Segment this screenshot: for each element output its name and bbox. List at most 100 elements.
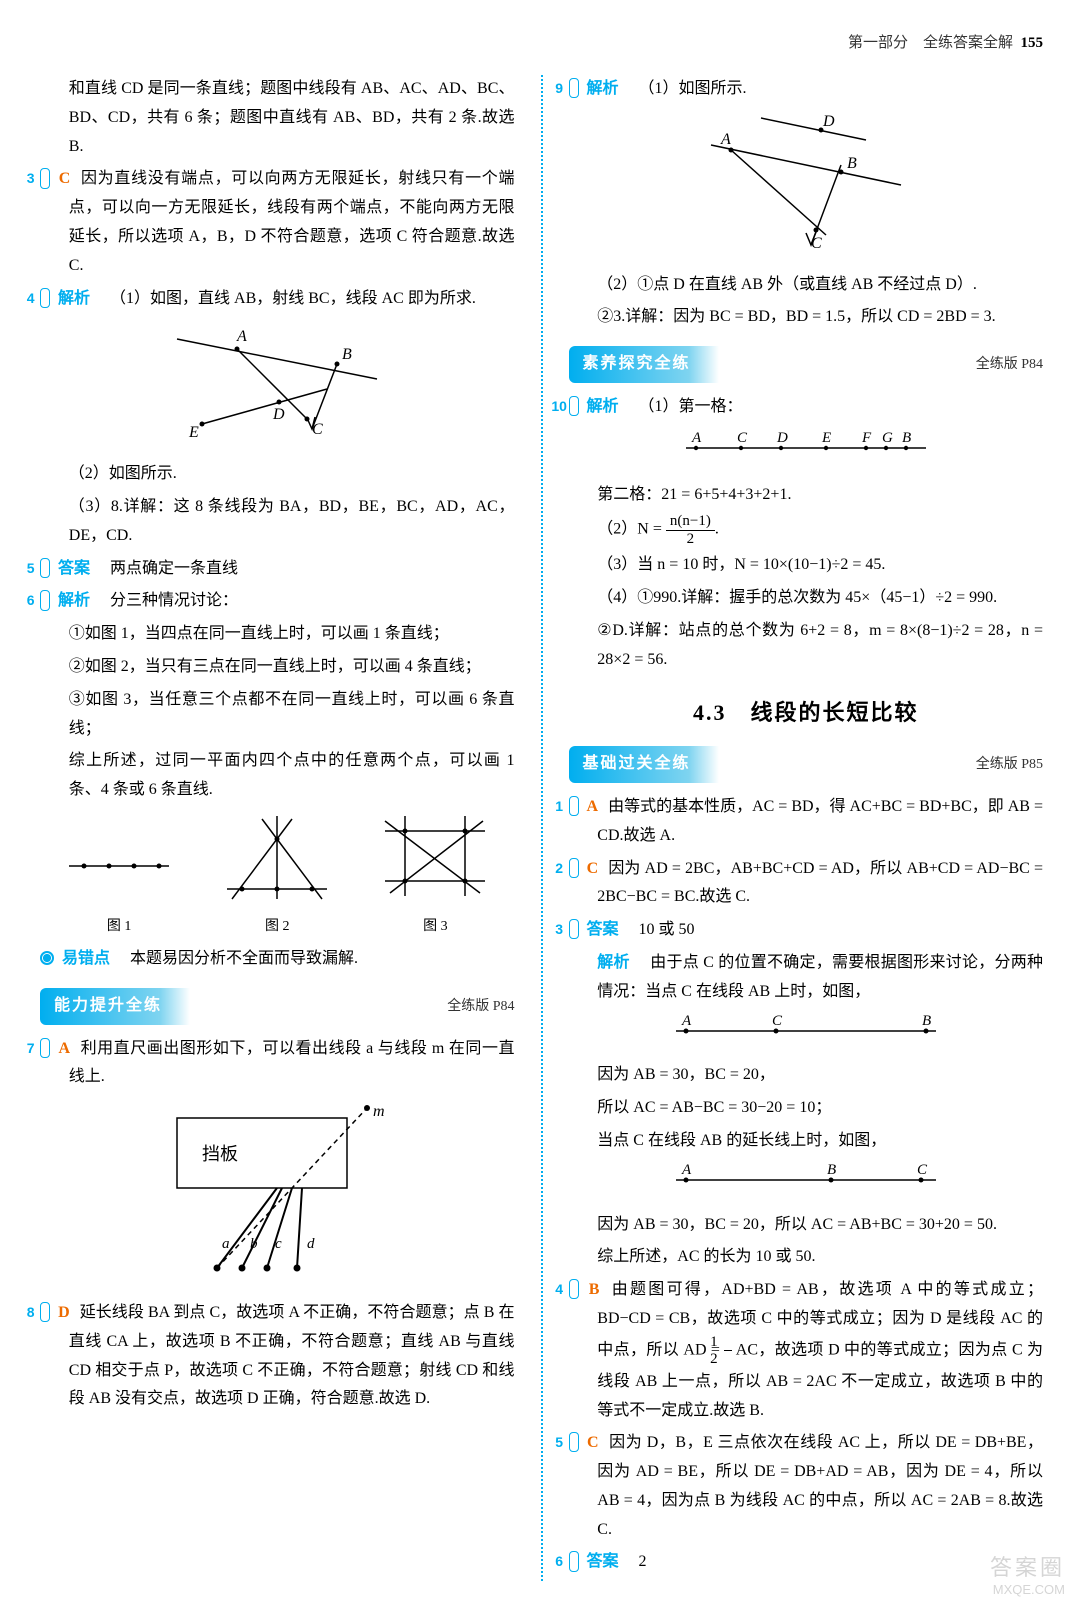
q1r-answer: A xyxy=(587,798,599,815)
q8-answer: D xyxy=(58,1304,70,1321)
svg-text:C: C xyxy=(811,235,822,250)
q4r-frac: 1 2 xyxy=(724,1334,732,1368)
q10-t2-lhs: （2）N = xyxy=(597,521,662,538)
q6-fig2: 图 2 xyxy=(217,811,337,939)
column-divider xyxy=(541,75,543,1581)
q3r-t1row: 解析 由于点 C 的位置不确定，需要根据图形来讨论，分两种情况：当点 C 在线段… xyxy=(569,949,1044,1007)
ability-banner-row: 能力提升全练 全练版 P84 xyxy=(40,988,515,1025)
q3r-ans: 10 或 50 xyxy=(639,921,695,938)
svg-text:b: b xyxy=(250,1236,258,1252)
svg-text:m: m xyxy=(373,1103,385,1120)
q10-t1: （1）第一格： xyxy=(639,398,743,415)
svg-text:E: E xyxy=(821,430,831,446)
q5r: 5 C 因为 D，B，E 三点依次在线段 AC 上，所以 DE = DB+BE，… xyxy=(569,1429,1044,1544)
q6-cap3: 图 3 xyxy=(375,914,495,939)
base-ref: 全练版 P85 xyxy=(976,752,1043,777)
ability-banner: 能力提升全练 xyxy=(40,988,190,1025)
opening-paragraph: 和直线 CD 是同一条直线；题图中线段有 AB、AC、AD、BC、BD、CD，共… xyxy=(40,75,515,161)
svg-text:A: A xyxy=(681,1162,692,1178)
q7: 7 A 利用直尺画出图形如下，可以看出线段 a 与线段 m 在同一直线上. xyxy=(40,1035,515,1093)
svg-text:挡板: 挡板 xyxy=(202,1144,238,1164)
q3-text: 因为直线没有端点，可以向两方无限延长，射线只有一个端点，可以向一方无限延长，线段… xyxy=(69,170,515,273)
q4r: 4 B 由题图可得，AD+BD = AB，故选项 A 中的等式成立；BD−CD … xyxy=(569,1276,1044,1425)
q4-figure: A B C D E xyxy=(40,319,515,450)
q4-label: 解析 xyxy=(58,290,90,307)
q4r-num: 4 xyxy=(569,1279,579,1299)
svg-text:A: A xyxy=(236,328,247,345)
suyang-ref: 全练版 P84 xyxy=(976,352,1043,377)
q3-num: 3 xyxy=(40,168,50,188)
q2r-answer: C xyxy=(587,860,599,877)
q10: 10 解析 （1）第一格： xyxy=(569,393,1044,422)
q10-t1b: 第二格：21 = 6+5+4+3+2+1. xyxy=(569,481,1044,510)
q6-head: 分三种情况讨论： xyxy=(110,592,238,609)
q7-text: 利用直尺画出图形如下，可以看出线段 a 与线段 m 在同一直线上. xyxy=(69,1040,515,1086)
q10-t2-frac: n(n−1) 2 xyxy=(666,513,715,547)
svg-text:A: A xyxy=(681,1013,692,1029)
ability-ref: 全练版 P84 xyxy=(447,994,514,1019)
q3r-t5: 因为 AB = 30，BC = 20，所以 AC = AB+BC = 30+20… xyxy=(569,1211,1044,1240)
q3-answer: C xyxy=(59,170,71,187)
q5r-num: 5 xyxy=(569,1432,579,1452)
q3r-t4: 当点 C 在线段 AB 的延长线上时，如图， xyxy=(569,1127,1044,1156)
q2r: 2 C 因为 AD = 2BC，AB+BC+CD = AD，所以 AB+CD =… xyxy=(569,855,1044,913)
q3r-label: 答案 xyxy=(587,921,619,938)
svg-text:D: D xyxy=(822,113,835,130)
q1r: 1 A 由等式的基本性质，AC = BD，得 AC+BC = BD+BC，即 A… xyxy=(569,793,1044,851)
q3r: 3 答案 10 或 50 xyxy=(569,916,1044,945)
error-icon xyxy=(40,951,54,965)
q10-t2: （2）N = n(n−1) 2 . xyxy=(569,513,1044,547)
q10-t3: （3）当 n = 10 时，N = 10×(10−1)÷2 = 45. xyxy=(569,551,1044,580)
svg-text:C: C xyxy=(772,1013,783,1029)
suyang-banner: 素养探究全练 xyxy=(569,346,719,383)
q5-label: 答案 xyxy=(58,560,90,577)
error-label: 易错点 xyxy=(62,950,110,967)
q9: 9 解析 （1）如图所示. xyxy=(569,75,1044,104)
svg-text:C: C xyxy=(737,430,748,446)
svg-text:D: D xyxy=(776,430,788,446)
q3r-t6: 综上所述，AC 的长为 10 或 50. xyxy=(569,1243,1044,1272)
q3r-t1: 由于点 C 的位置不确定，需要根据图形来讨论，分两种情况：当点 C 在线段 AB… xyxy=(597,954,1043,1000)
svg-text:B: B xyxy=(902,430,911,446)
q8-num: 8 xyxy=(40,1302,50,1322)
q5r-text: 因为 D，B，E 三点依次在线段 AC 上，所以 DE = DB+BE，因为 A… xyxy=(597,1434,1043,1537)
q2r-num: 2 xyxy=(569,858,579,878)
q9-label: 解析 xyxy=(587,80,619,97)
suyang-banner-row: 素养探究全练 全练版 P84 xyxy=(569,346,1044,383)
q9-t2b: ②3.详解：因为 BC = BD，BD = 1.5，所以 CD = 2BD = … xyxy=(569,303,1044,332)
svg-text:B: B xyxy=(847,155,857,172)
q10-t4a: （4）①990.详解：握手的总次数为 45×（45−1）÷2 = 990. xyxy=(569,584,1044,613)
q3r-seg1: A C B xyxy=(569,1013,1044,1052)
base-banner-row: 基础过关全练 全练版 P85 xyxy=(569,746,1044,783)
left-column: 和直线 CD 是同一条直线；题图中线段有 AB、AC、AD、BC、BD、CD，共… xyxy=(40,75,515,1581)
svg-text:B: B xyxy=(922,1013,931,1029)
q6: 6 解析 分三种情况讨论： xyxy=(40,587,515,616)
q6-l1: ①如图 1，当四点在同一直线上时，可以画 1 条直线； xyxy=(40,620,515,649)
svg-text:C: C xyxy=(917,1162,928,1178)
q6-l2: ②如图 2，当只有三点在同一直线上时，可以画 4 条直线； xyxy=(40,653,515,682)
svg-text:B: B xyxy=(342,346,352,363)
q7-answer: A xyxy=(59,1040,71,1057)
q6r-label: 答案 xyxy=(587,1553,619,1570)
q3r-seg2: A B C xyxy=(569,1162,1044,1201)
svg-text:F: F xyxy=(861,430,872,446)
q1r-num: 1 xyxy=(569,796,579,816)
q6-label: 解析 xyxy=(58,592,90,609)
q6-l4: 综上所述，过同一平面内四个点中的任意两个点，可以画 1 条、4 条或 6 条直线… xyxy=(40,747,515,805)
q6-l3: ③如图 3，当任意三个点都不在同一直线上时，可以画 6 条直线； xyxy=(40,686,515,744)
watermark: 答案圈 MXQE.COM xyxy=(990,1554,1065,1599)
svg-text:a: a xyxy=(222,1236,230,1252)
svg-text:d: d xyxy=(307,1236,315,1252)
q9-num: 9 xyxy=(569,78,579,98)
q10-numberline: A C D E F G B xyxy=(569,428,1044,471)
q7-num: 7 xyxy=(40,1038,50,1058)
watermark-line2: MXQE.COM xyxy=(990,1582,1065,1599)
q4-num: 4 xyxy=(40,288,50,308)
svg-text:E: E xyxy=(188,424,199,439)
svg-text:c: c xyxy=(275,1236,282,1252)
q4-t1: （1）如图，直线 AB，射线 BC，线段 AC 即为所求. xyxy=(110,290,476,307)
q3: 3 C 因为直线没有端点，可以向两方无限延长，射线只有一个端点，可以向一方无限延… xyxy=(40,165,515,280)
svg-text:G: G xyxy=(882,430,893,446)
watermark-line1: 答案圈 xyxy=(990,1554,1065,1583)
q10-t2-tail: . xyxy=(715,521,719,538)
